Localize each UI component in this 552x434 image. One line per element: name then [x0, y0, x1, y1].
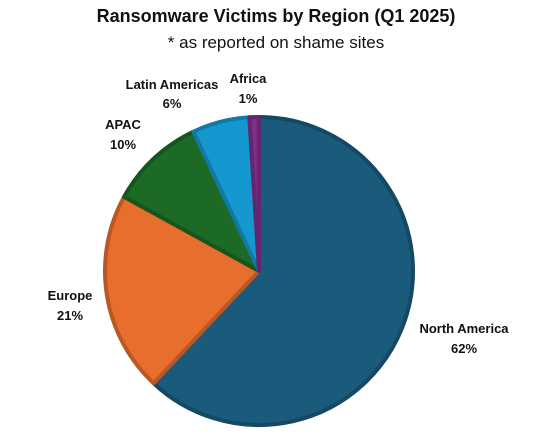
slice-label-north-america: North America [419, 321, 509, 336]
slice-label-apac: APAC [105, 117, 141, 132]
pie-labels: North America 62% Europe 21% APAC 10% Latin Am… [48, 71, 510, 356]
slice-value-africa: 1% [239, 91, 258, 106]
slice-label-latin-americas: Latin Americas [126, 77, 219, 92]
pie-slice-europe [103, 194, 261, 386]
chart-title: Ransomware Victims by Region (Q1 2025) [96, 6, 456, 26]
slice-value-latin-americas: 6% [163, 96, 182, 111]
slice-label-africa: Africa [230, 71, 268, 86]
chart-subtitle: * as reported on shame sites [167, 33, 385, 52]
pie-slice-north-america [151, 115, 415, 427]
slice-value-north-america: 62% [451, 341, 477, 356]
slice-value-europe: 21% [57, 308, 83, 323]
pie-slice-apac [122, 129, 261, 273]
pie-slice-africa [247, 114, 261, 273]
slice-label-europe: Europe [48, 288, 93, 303]
slice-value-apac: 10% [110, 137, 136, 152]
pie-slices [103, 114, 415, 427]
